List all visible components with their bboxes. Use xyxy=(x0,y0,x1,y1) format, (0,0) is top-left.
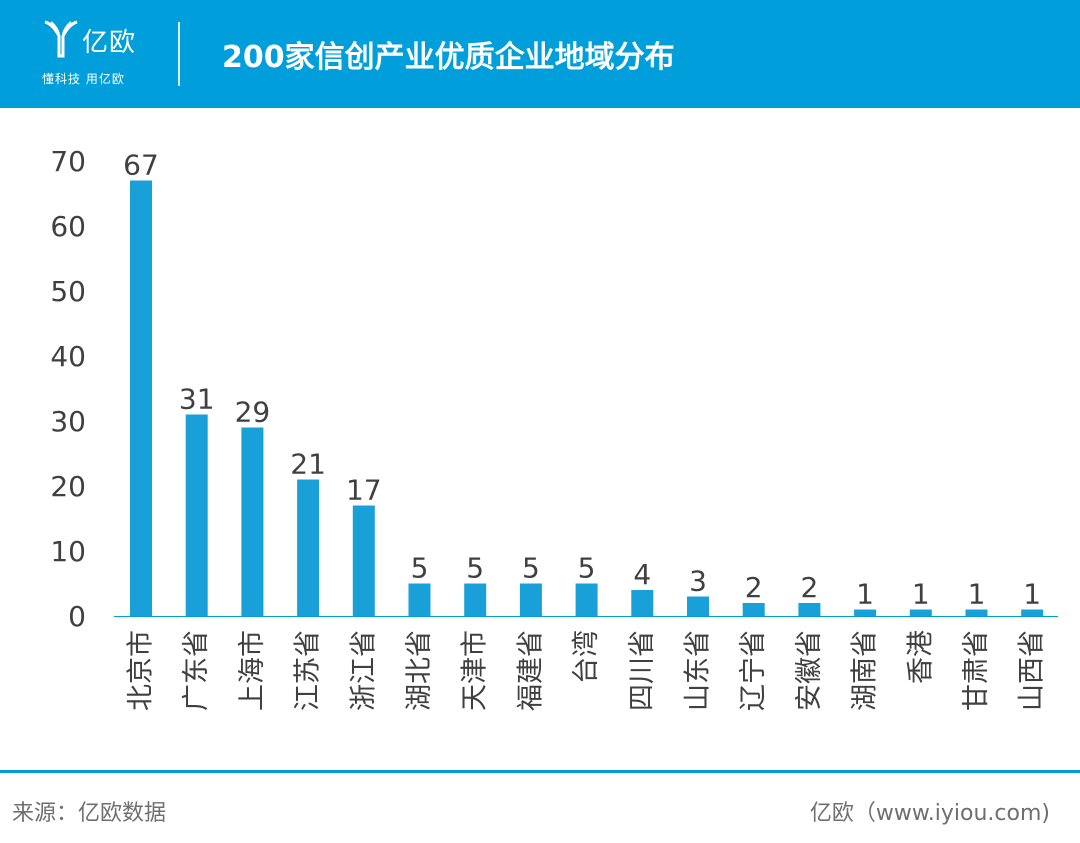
category-label: 辽宁省 xyxy=(738,630,769,711)
data-label: 5 xyxy=(522,552,540,585)
category-label: 广东省 xyxy=(181,630,212,711)
y-tick-label: 30 xyxy=(50,405,86,438)
data-label: 5 xyxy=(411,552,429,585)
data-label: 29 xyxy=(235,396,271,429)
bar xyxy=(1021,609,1044,616)
bar xyxy=(130,180,152,616)
y-tick-label: 70 xyxy=(50,145,86,178)
site-credit: 亿欧（www.iyiou.com) xyxy=(809,801,1050,826)
bar xyxy=(408,583,431,616)
data-label: 1 xyxy=(1023,578,1041,611)
bar xyxy=(241,427,264,616)
logo-name: 亿欧 xyxy=(82,28,137,58)
data-label: 5 xyxy=(578,552,596,585)
footer-divider xyxy=(0,770,1080,773)
y-tick-label: 20 xyxy=(50,470,86,503)
data-label: 1 xyxy=(856,578,874,611)
brand-logo: 亿欧 懂科技 用亿欧 xyxy=(38,16,158,90)
category-label: 安徽省 xyxy=(794,630,825,711)
source-note: 来源：亿欧数据 xyxy=(12,801,167,826)
y-tick-label: 60 xyxy=(50,210,86,243)
category-label: 甘肃省 xyxy=(961,630,992,711)
category-label: 上海市 xyxy=(237,630,268,711)
bar xyxy=(575,583,598,616)
data-label: 67 xyxy=(123,149,159,182)
category-label: 湖南省 xyxy=(850,630,881,711)
header-divider xyxy=(178,22,180,86)
bar xyxy=(687,596,709,616)
category-label: 山西省 xyxy=(1017,630,1048,711)
page-title: 200家信创产业优质企业地域分布 xyxy=(222,40,675,75)
logo-icon xyxy=(44,20,78,58)
category-label: 福建省 xyxy=(515,630,546,711)
category-label: 香港 xyxy=(905,630,936,684)
y-tick-label: 10 xyxy=(50,535,86,568)
bar xyxy=(965,609,988,616)
category-label: 台湾 xyxy=(571,630,602,684)
y-tick-label: 50 xyxy=(50,275,86,308)
data-label: 5 xyxy=(466,552,484,585)
data-label: 1 xyxy=(968,578,986,611)
bar xyxy=(297,479,320,616)
bar xyxy=(631,590,654,616)
logo-slogan: 懂科技 用亿欧 xyxy=(42,72,125,86)
y-tick-label: 0 xyxy=(68,600,86,633)
data-label: 21 xyxy=(290,448,326,481)
category-label: 湖北省 xyxy=(404,630,435,711)
data-label: 2 xyxy=(800,571,818,604)
category-label: 北京市 xyxy=(126,630,157,711)
bar xyxy=(352,505,375,616)
category-label: 浙江省 xyxy=(348,630,379,711)
category-label: 山东省 xyxy=(683,630,714,711)
category-label: 天津市 xyxy=(460,630,491,711)
data-label: 3 xyxy=(689,565,707,598)
bar xyxy=(464,583,487,616)
category-label: 四川省 xyxy=(627,630,658,711)
header-banner: 亿欧 懂科技 用亿欧 200家信创产业优质企业地域分布 xyxy=(0,0,1080,108)
data-label: 1 xyxy=(912,578,930,611)
data-label: 4 xyxy=(633,558,651,591)
bar xyxy=(185,414,208,616)
bar xyxy=(909,609,932,616)
category-label: 江苏省 xyxy=(293,630,324,711)
data-label: 2 xyxy=(745,571,763,604)
data-label: 31 xyxy=(179,383,215,416)
y-tick-label: 40 xyxy=(50,340,86,373)
bar xyxy=(798,603,821,616)
bar xyxy=(519,583,542,616)
data-label: 17 xyxy=(346,474,382,507)
bar xyxy=(854,609,877,616)
bar xyxy=(742,603,765,616)
